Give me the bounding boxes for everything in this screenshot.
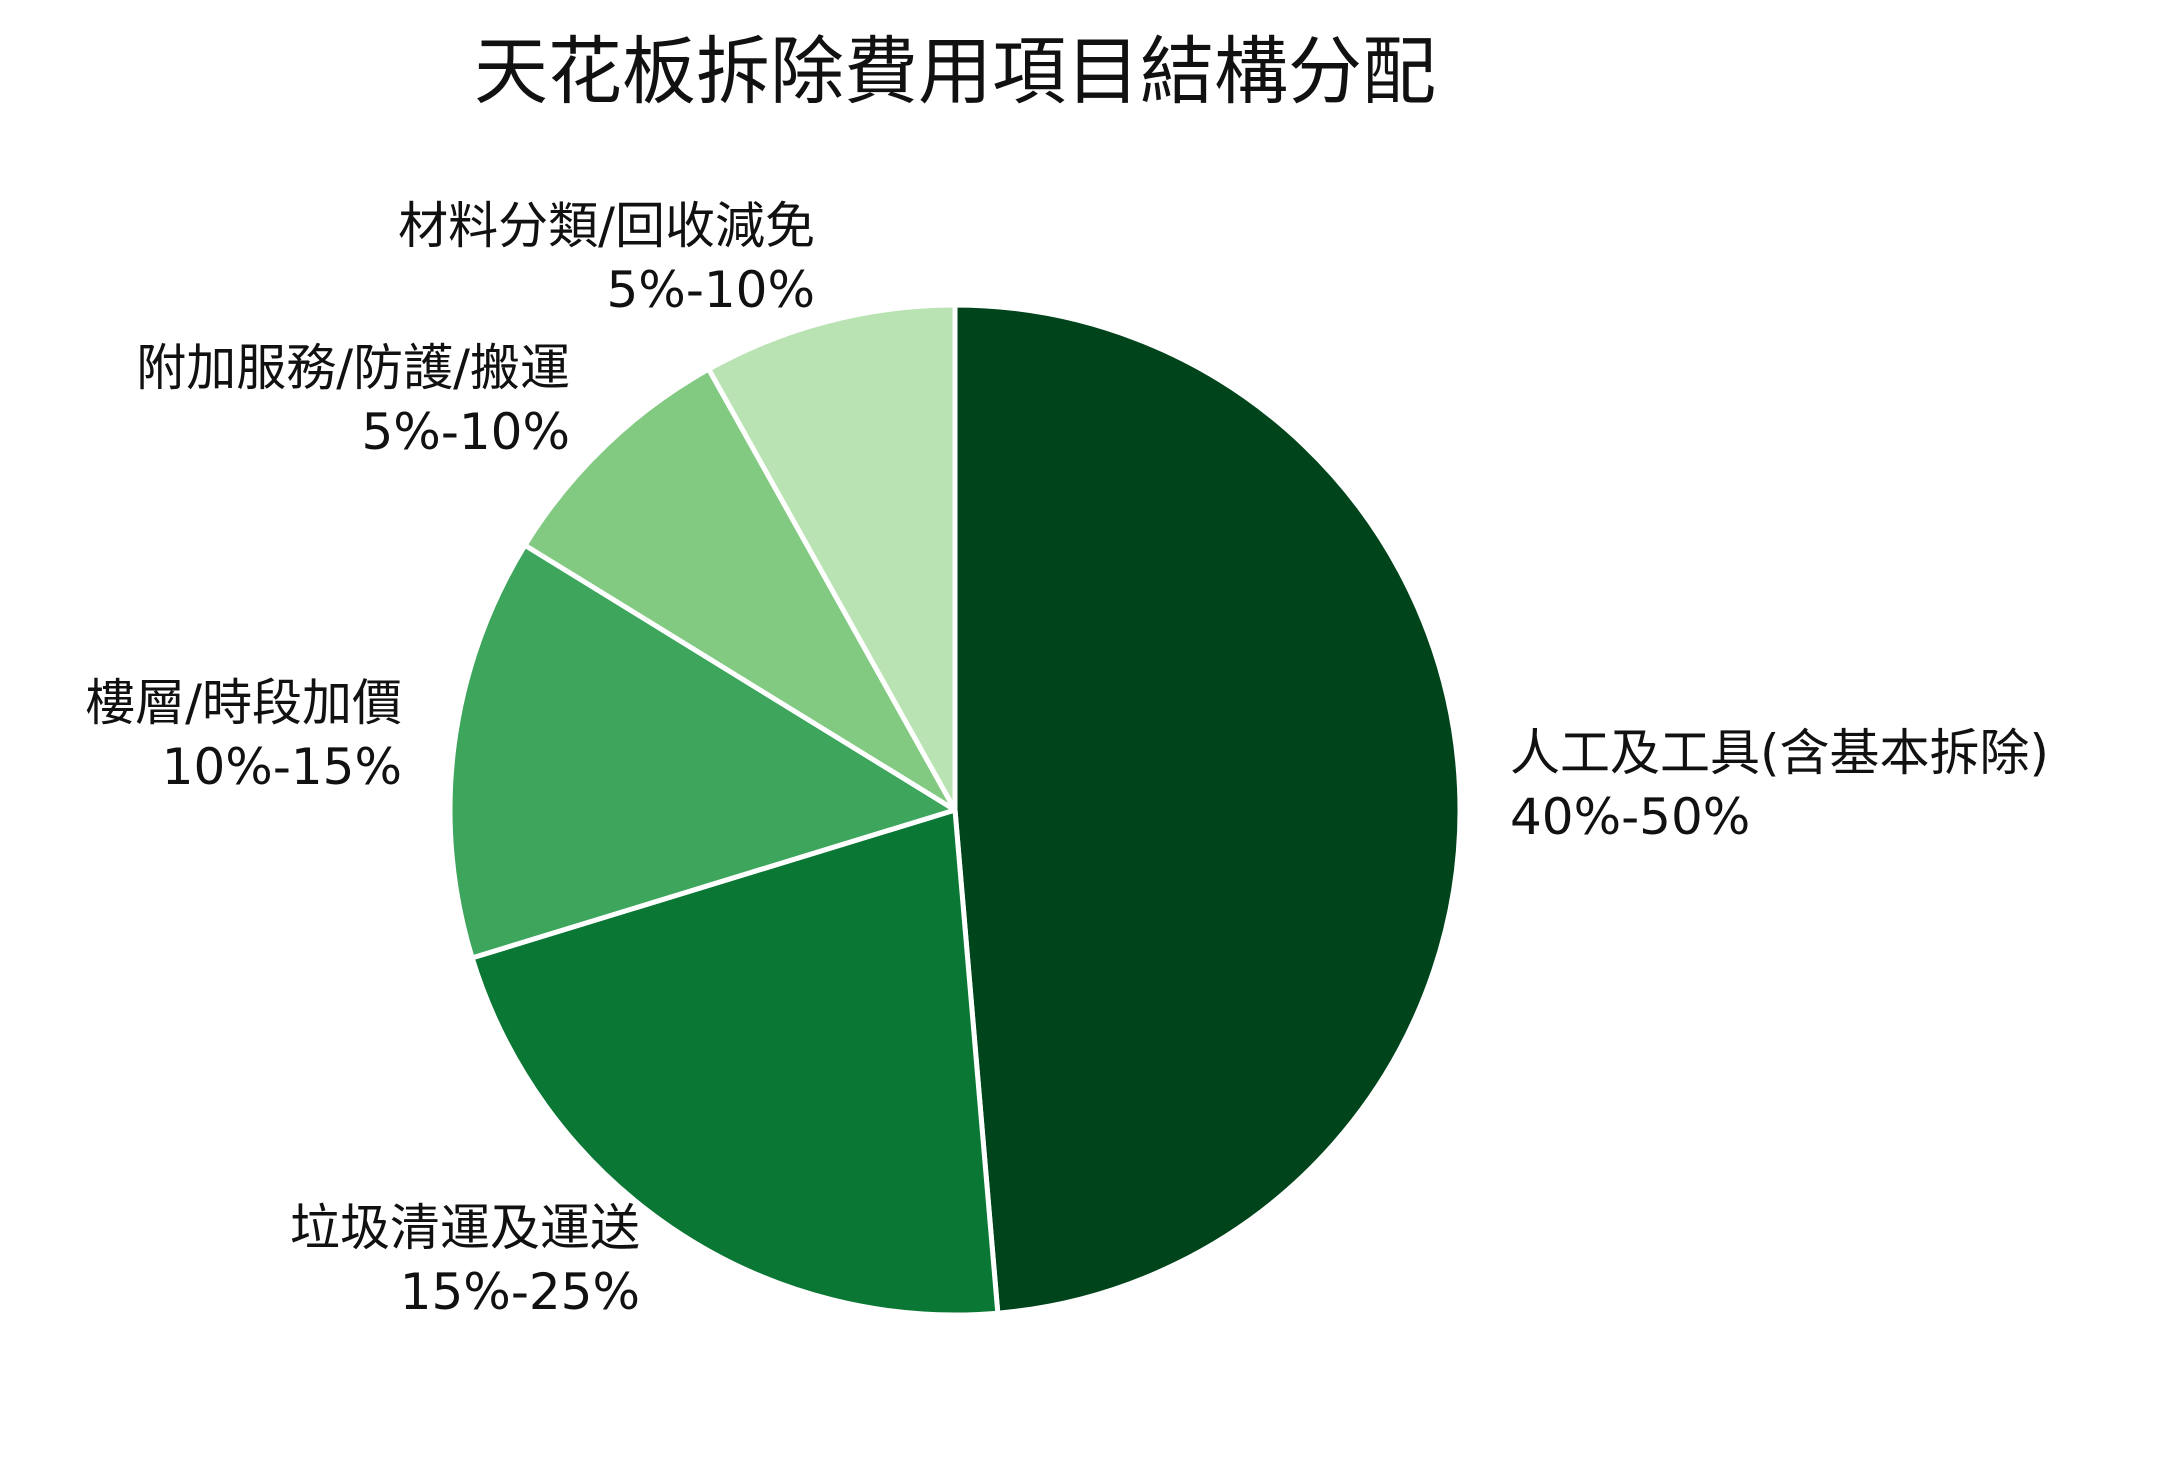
pie-slices <box>447 302 1463 1318</box>
slice-label-name-2: 垃圾清運及運送 <box>290 1199 640 1257</box>
slice-label-name-1: 人工及工具(含基本拆除) <box>1510 724 2049 782</box>
slice-label-range-2: 15%-25% <box>400 1263 640 1321</box>
pie-labels: 人工及工具(含基本拆除) 40%-50% 垃圾清運及運送 15%-25% 樓層/時段加價… <box>85 197 2049 1321</box>
slice-label-name-5: 材料分類/回收減免 <box>398 197 815 255</box>
slice-label-name-4: 附加服務/防護/搬運 <box>136 339 570 397</box>
slice-label-range-1: 40%-50% <box>1510 788 1750 846</box>
pie-slice-2 <box>469 807 1001 1318</box>
slice-label-range-3: 10%-15% <box>162 738 402 796</box>
slice-label-range-4: 5%-10% <box>362 403 571 461</box>
pie-slice-5 <box>706 302 958 813</box>
chart-title: 天花板拆除費用項目結構分配 <box>474 29 1436 115</box>
pie-slice-4 <box>522 366 958 813</box>
pie-slice-1 <box>952 302 1463 1316</box>
pie-slice-3 <box>447 542 958 961</box>
slice-label-name-3: 樓層/時段加價 <box>85 674 402 732</box>
slice-label-range-5: 5%-10% <box>607 261 816 319</box>
